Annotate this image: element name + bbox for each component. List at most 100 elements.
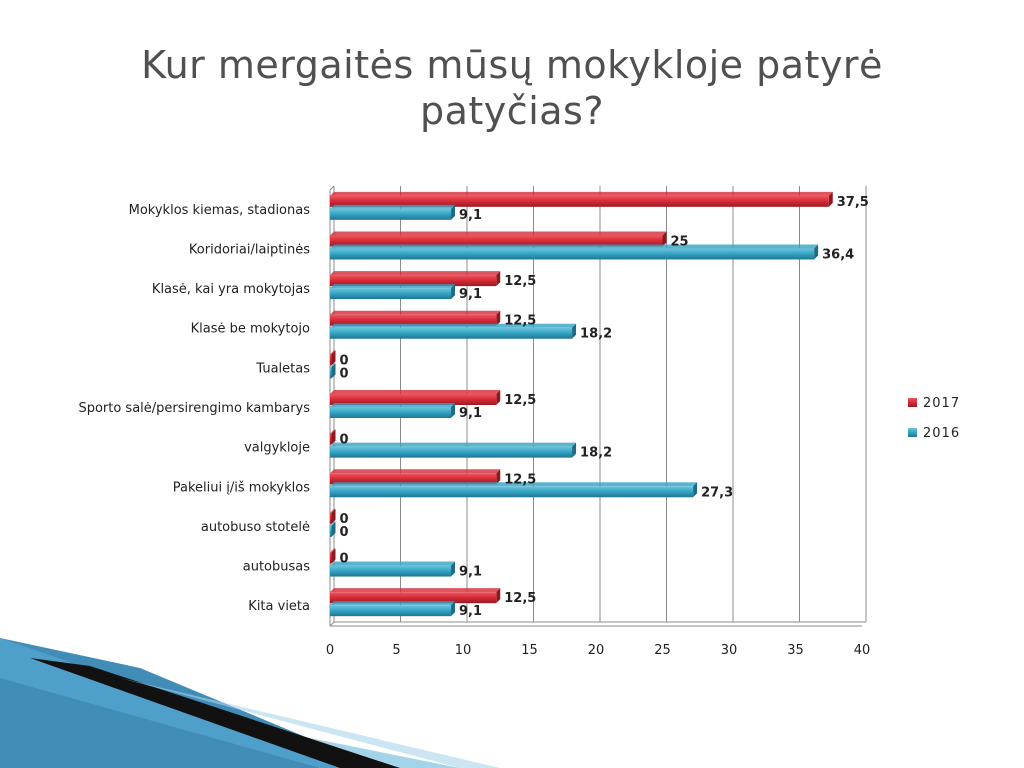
bar-2017 (330, 512, 332, 524)
bar-top-face (330, 271, 501, 276)
bar-end-face (828, 191, 833, 207)
bar-top-face (330, 390, 501, 394)
bar-2017 (330, 473, 497, 485)
category-label: autobuso stotelė (201, 520, 310, 535)
bar-2017 (330, 394, 497, 405)
category-label: Sporto salė/persirengimo kambarys (78, 401, 310, 416)
x-tick-label: 5 (392, 643, 400, 658)
bar-end-face (496, 310, 501, 326)
bar-top-face (330, 244, 819, 249)
data-label: 27,3 (701, 485, 733, 500)
bar-2016 (330, 525, 332, 537)
bar-end-face (451, 204, 456, 220)
bar-end-face (331, 548, 336, 564)
category-label: autobusas (243, 560, 310, 575)
bar-2017 (330, 275, 497, 287)
bar-2016 (330, 327, 573, 339)
legend-label: 2017 (923, 396, 960, 411)
bar-2017 (330, 592, 497, 604)
category-label: Kita vieta (248, 599, 310, 614)
bar-2016 (330, 208, 452, 220)
data-label: 0 (340, 353, 349, 368)
x-tick-label: 35 (787, 643, 804, 658)
data-label: 0 (340, 433, 349, 448)
data-label: 9,1 (459, 604, 482, 619)
bar-end-face (572, 323, 577, 339)
bar-2016 (330, 367, 332, 379)
bar-end-face (331, 508, 336, 524)
bar-2016 (330, 288, 452, 300)
bar-2016 (330, 248, 815, 260)
category-label: Mokyklos kiemas, stadionas (129, 203, 311, 218)
bar-2017 (330, 433, 332, 445)
bar-end-face (451, 561, 456, 577)
category-label: Koridoriai/laiptinės (189, 242, 310, 257)
bar-2016 (330, 446, 573, 458)
bar-end-face (331, 363, 336, 379)
bar-2017 (330, 354, 332, 366)
bar-end-face (331, 429, 336, 445)
bar-2017 (330, 314, 497, 326)
bar-end-face (331, 350, 336, 366)
bar-end-face (331, 521, 336, 537)
bar-top-face (330, 442, 577, 447)
bar-top-face (330, 548, 336, 553)
data-label: 0 (340, 525, 349, 540)
data-label: 12,5 (504, 472, 536, 487)
bar-2016 (330, 605, 452, 617)
data-label: 36,4 (822, 247, 854, 262)
bar-2016 (330, 486, 694, 498)
category-label: Klasė, kai yra mokytojas (152, 282, 310, 297)
bar-top-face (330, 363, 336, 368)
bar-top-face (330, 323, 577, 328)
category-label: Pakeliui į/iš mokyklos (173, 480, 310, 495)
bar-top-face (330, 204, 456, 209)
bar-top-face (330, 482, 698, 487)
bar-2017 (330, 235, 663, 247)
x-tick-label: 25 (654, 643, 671, 658)
data-label: 9,1 (459, 565, 482, 580)
bar-end-face (496, 469, 501, 485)
x-tick-label: 0 (326, 643, 334, 658)
bar-2017 (330, 195, 829, 207)
bar-top-face (330, 521, 336, 526)
labels: 0 5 10 15 20 25 30 35 40 Mokyklos kiemas, stadion… (78, 195, 870, 658)
bar-top-face (330, 284, 456, 289)
legend-swatch-2016 (908, 428, 917, 437)
bar-end-face (451, 284, 456, 300)
data-label: 9,1 (459, 208, 482, 223)
page-title: Kur mergaitės mūsų mokykloje patyrė paty… (141, 43, 883, 133)
data-label: 0 (340, 366, 349, 381)
x-tick-label: 15 (521, 643, 538, 658)
floor-edge (329, 621, 866, 627)
bar-2017 (330, 552, 332, 564)
data-label: 12,5 (504, 314, 536, 329)
bar-top-face (330, 429, 336, 434)
data-label: 9,1 (459, 406, 482, 421)
bar-top-face (330, 231, 667, 236)
wall-edge (329, 185, 335, 191)
data-label: 12,5 (504, 393, 536, 408)
data-label: 12,5 (504, 591, 536, 606)
category-label: Klasė be mokytojo (191, 322, 310, 337)
data-label: 37,5 (837, 195, 869, 210)
x-tick-label: 10 (455, 643, 472, 658)
bar-top-face (330, 310, 501, 315)
data-label: 9,1 (459, 287, 482, 302)
data-label: 0 (340, 512, 349, 527)
bar-top-face (330, 403, 456, 407)
bars (330, 191, 833, 617)
category-label: Tualetas (255, 361, 310, 376)
x-tick-label: 30 (721, 643, 738, 658)
data-label: 12,5 (504, 274, 536, 289)
bar-end-face (451, 403, 456, 418)
bar-top-face (330, 469, 501, 474)
bar-top-face (330, 508, 336, 513)
legend-label: 2016 (923, 426, 960, 441)
data-label: 0 (340, 552, 349, 567)
bar-end-face (572, 442, 577, 458)
legend-swatch-2017 (908, 398, 917, 407)
bar-top-face (330, 350, 336, 355)
bar-top-face (330, 601, 456, 606)
bar-end-face (496, 588, 501, 604)
